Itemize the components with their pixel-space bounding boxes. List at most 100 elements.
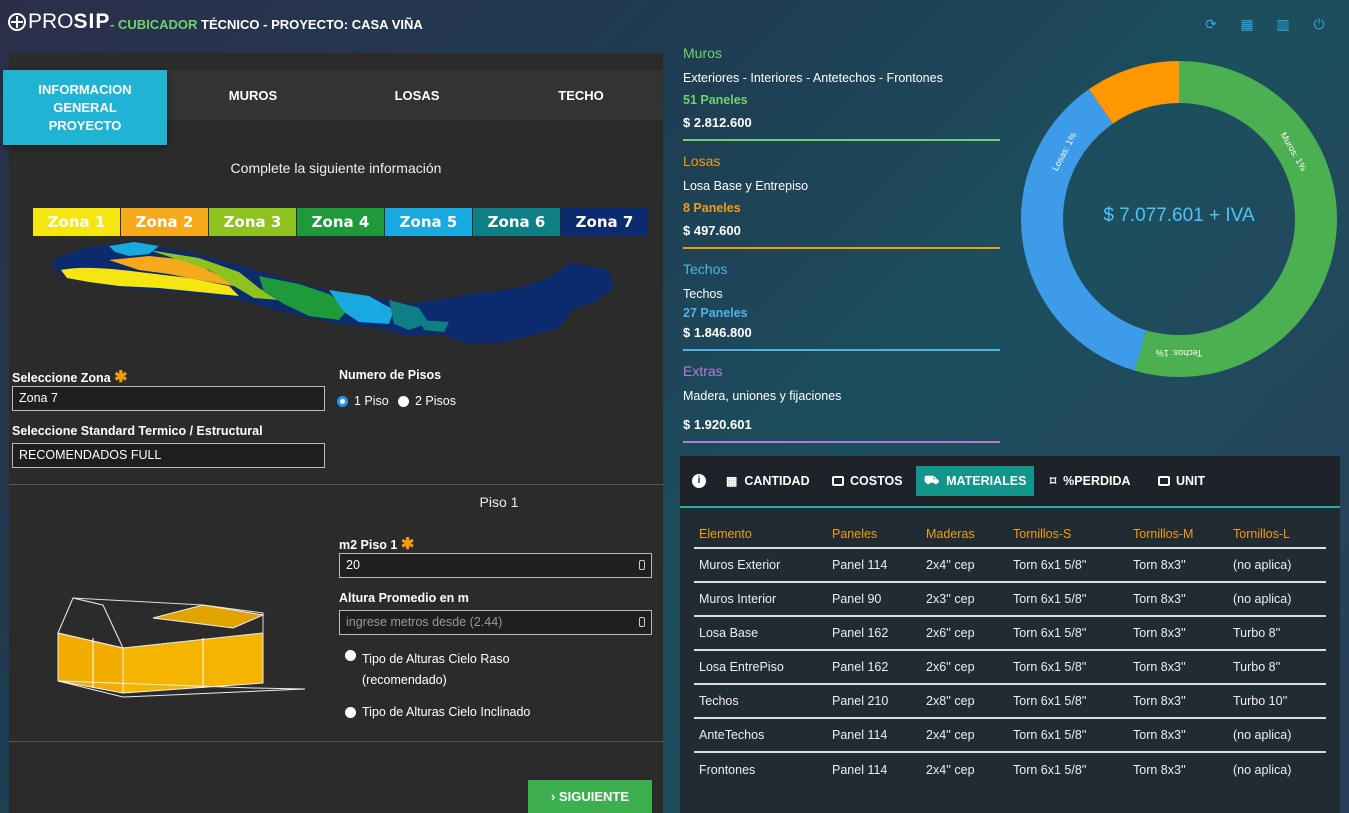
project-form-panel: MUROS LOSAS TECHO INFORMACION GENERAL PR… [3, 53, 663, 813]
table-cell: Techos [694, 684, 827, 719]
table-row: Losa Base Panel 162 2x6'' cep Torn 6x1 5/8'… [694, 616, 1326, 651]
title-project: TÉCNICO - PROYECTO: CASA VIÑA [197, 17, 423, 32]
table-cell: Panel 114 [827, 548, 921, 583]
losas-count: 8 Paneles [683, 201, 741, 215]
cielo-raso-text: Tipo de Alturas Cielo Raso (recomendado) [362, 649, 510, 691]
tab-perdida[interactable]: ⌑ %PERDIDA [1042, 466, 1139, 496]
table-cell: Torn 6x1 5/8'' [1008, 684, 1128, 719]
summary-losas: Losas Losa Base y Entrepiso 8 Paneles $ … [683, 153, 1000, 249]
col-tornillos-m: Tornillos-M [1128, 526, 1228, 549]
piso-1-radio-row[interactable]: 1 Piso [337, 394, 389, 408]
table-cell: Panel 114 [827, 718, 921, 753]
muros-count: 51 Paneles [683, 93, 748, 107]
table-cell: 2x4'' cep [921, 548, 1008, 583]
tab-unit[interactable]: UNIT [1150, 466, 1213, 496]
tab-cantidad[interactable]: ▦ CANTIDAD [718, 466, 818, 496]
building-icon[interactable]: ▥ [1276, 16, 1290, 32]
standard-select[interactable]: RECOMENDADOS FULL [12, 443, 325, 468]
zone-3-chip: Zona 3 [209, 208, 296, 236]
pisos-label: Numero de Pisos [339, 368, 442, 382]
table-row: AnteTechos Panel 114 2x4'' cep Torn 6x1 5/8… [694, 718, 1326, 753]
table-cell: Torn 8x3'' [1128, 718, 1228, 753]
next-button[interactable]: › SIGUIENTE [528, 780, 652, 813]
donut-slice-losas[interactable] [1088, 61, 1179, 124]
table-cell: Torn 6x1 5/8'' [1013, 762, 1087, 777]
total-cost: $ 7.077.601 + IVA [1103, 205, 1255, 226]
table-cell: Muros Exterior [694, 548, 827, 583]
title-cubicador: CUBICADOR [117, 17, 198, 32]
tab-losas[interactable]: LOSAS [394, 87, 440, 103]
table-cell: 2x3'' cep [921, 582, 1008, 617]
extras-underline [683, 441, 1000, 443]
piso-2-radio-row[interactable]: 2 Pisos [398, 394, 456, 408]
table-cell: AnteTechos [694, 718, 827, 753]
m2-label: m2 Piso 1 ✱ [339, 534, 414, 554]
piso-2-radio[interactable] [398, 395, 409, 407]
muros-price: $ 2.812.600 [683, 115, 752, 130]
altura-placeholder: ingrese metros desde (2.44) [346, 615, 503, 629]
chile-zone-map [51, 242, 614, 344]
page-title: - CUBICADOR TÉCNICO - PROYECTO: CASA VIÑ… [110, 17, 423, 32]
card-icon [832, 476, 844, 486]
table-cell: 2x8'' cep [921, 684, 1008, 719]
table-cell: Frontones [699, 762, 756, 777]
zona-select[interactable]: Zona 7 [12, 386, 325, 411]
col-paneles: Paneles [827, 526, 921, 549]
stepper-icon[interactable] [639, 617, 645, 627]
losas-underline [683, 247, 1000, 249]
power-icon[interactable]: ⏻ [1313, 16, 1325, 32]
muros-underline [683, 139, 1000, 141]
donut-slice-muros[interactable] [1134, 61, 1337, 377]
cielo-inclinado-radio-row[interactable]: Tipo de Alturas Cielo Inclinado [345, 705, 530, 719]
tab-muros[interactable]: MUROS [228, 87, 278, 103]
techos-subtitle: Techos [683, 287, 723, 301]
cielo-inclinado-radio[interactable] [345, 706, 356, 718]
cielo-raso-radio-row[interactable]: Tipo de Alturas Cielo Raso (recomendado) [345, 649, 510, 691]
losas-subtitle: Losa Base y Entrepiso [683, 179, 809, 193]
summary-muros: Muros Exteriores - Interiores - Antetech… [683, 45, 1000, 141]
slice-label-techos: Techos: 1% [1156, 348, 1203, 358]
logo-pro-text: PRO [28, 10, 74, 33]
tab-techo[interactable]: TECHO [558, 87, 604, 103]
grid-icon[interactable]: ▦ [1240, 16, 1254, 32]
tab-informacion-general[interactable]: INFORMACION GENERAL PROYECTO [3, 70, 167, 145]
cielo-inclinado-label: Tipo de Alturas Cielo Inclinado [362, 705, 531, 719]
required-star-icon: ✱ [114, 369, 128, 386]
losas-title: Losas [683, 153, 721, 169]
extras-price: $ 1.920.601 [683, 417, 752, 432]
tab-costos-label: COSTOS [850, 474, 903, 488]
table-cell: 2x4'' cep [926, 762, 975, 777]
table-cell: Torn 8x3'' [1133, 762, 1186, 777]
refresh-icon[interactable]: ⟳ [1205, 16, 1217, 32]
m2-piso-input[interactable]: 20 [339, 553, 652, 578]
col-elemento: Elemento [694, 526, 827, 549]
tab-costos[interactable]: COSTOS [824, 466, 911, 496]
stepper-icon[interactable] [639, 560, 645, 570]
altura-input[interactable]: ingrese metros desde (2.44) [339, 610, 652, 635]
techos-title: Techos [683, 261, 728, 277]
table-header-row: Elemento Paneles Maderas Tornillos-S Tor… [694, 526, 1326, 549]
divider [9, 741, 663, 742]
cielo-raso-radio[interactable] [345, 650, 356, 661]
table-cell: Turbo 8'' [1228, 650, 1326, 685]
table-cell: Torn 6x1 5/8'' [1008, 718, 1128, 753]
table-cell: 2x4'' cep [921, 718, 1008, 753]
tab-materiales[interactable]: ⛟ MATERIALES [916, 466, 1035, 496]
form-instructions: Complete la siguiente información [230, 160, 442, 176]
view-toolbar: i ▦ CANTIDAD COSTOS ⛟ MATERIALES ⌑ %PERDIDA… [680, 456, 1340, 508]
piso-section-title: Piso 1 [479, 494, 519, 510]
altura-label: Altura Promedio en m [339, 591, 469, 605]
logo-sip-text: SIP [73, 10, 111, 33]
table-cell: Panel 90 [827, 582, 921, 617]
donut-slice-techos[interactable] [1021, 89, 1147, 371]
cielo-raso-recommended: (recomendado) [362, 673, 447, 687]
piso-1-radio[interactable] [337, 395, 348, 407]
table-cell: Torn 8x3'' [1128, 582, 1228, 617]
info-icon[interactable]: i [684, 466, 714, 496]
table-cell: Torn 6x1 5/8'' [1008, 582, 1128, 617]
materials-table: Elemento Paneles Maderas Tornillos-S Tor… [694, 526, 1326, 786]
table-cell: Turbo 8'' [1228, 616, 1326, 651]
table-cell: (no aplica) [1233, 762, 1292, 777]
piso-1-label: 1 Piso [354, 394, 389, 408]
prosip-logo[interactable]: PRO SIP [8, 10, 110, 34]
